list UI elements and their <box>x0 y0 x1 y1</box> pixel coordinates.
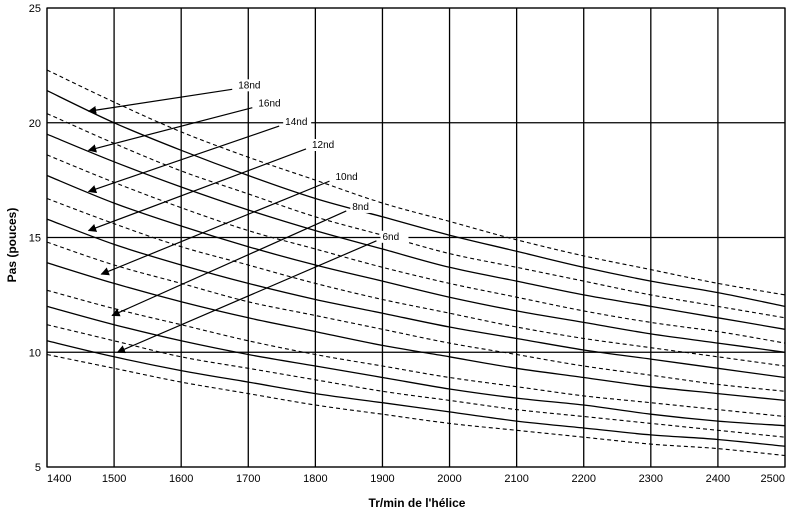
y-tick-label: 5 <box>35 462 41 474</box>
x-tick-label: 1800 <box>303 473 327 485</box>
annotation-arrow <box>100 180 330 276</box>
x-tick-label: 2000 <box>437 473 461 485</box>
x-tick-label: 2400 <box>706 473 730 485</box>
dashed-line-14 <box>46 69 786 296</box>
x-tick-label: 2200 <box>571 473 595 485</box>
solid-line-5 <box>46 262 786 402</box>
annotation-label-bg <box>310 138 339 151</box>
x-tick-label: 1600 <box>169 473 193 485</box>
annotation-arrow <box>87 125 280 194</box>
solid-line-9 <box>46 174 786 353</box>
annotation-arrow <box>111 210 347 317</box>
x-tick-label: 2300 <box>639 473 663 485</box>
plot-frame <box>46 7 786 468</box>
y-tick-label: 10 <box>29 347 41 359</box>
dashed-line-6 <box>46 241 786 392</box>
dashed-line-8 <box>46 197 786 367</box>
y-tick-label: 15 <box>29 233 41 245</box>
annotation-arrow <box>87 148 307 232</box>
solid-line-13 <box>46 90 786 308</box>
y-tick-label: 25 <box>29 3 41 15</box>
y-axis-title: Pas (pouces) <box>5 208 19 283</box>
annotation-arrow <box>87 88 233 115</box>
annotation-label-bg <box>256 97 285 110</box>
solid-line-1 <box>46 340 786 447</box>
annotation-label-bg <box>236 79 265 92</box>
x-tick-label: 2100 <box>504 473 528 485</box>
annotation-label: 6nd <box>382 232 399 243</box>
annotation-label: 18nd <box>238 80 260 91</box>
series-lines <box>46 69 786 457</box>
y-tick-label: 20 <box>29 118 41 130</box>
annotations: 18nd 16nd 14nd 12nd 10nd 8nd 6nd <box>87 79 409 354</box>
grid <box>46 7 786 468</box>
dashed-line-12 <box>46 113 786 319</box>
x-tick-label: 1700 <box>236 473 260 485</box>
dashed-line-10 <box>46 154 786 344</box>
tick-labels: 1400 1500 1600 1700 1800 1900 2000 2100 2200 2300… <box>29 3 785 485</box>
x-tick-label: 1400 <box>47 473 71 485</box>
annotation-label: 16nd <box>258 99 280 110</box>
annotation-label-bg <box>283 116 312 129</box>
x-tick-label: 2500 <box>761 473 785 485</box>
annotation-label: 10nd <box>335 172 357 183</box>
solid-line-3 <box>46 305 786 427</box>
dashed-line-0 <box>46 353 786 457</box>
annotation-label: 12nd <box>312 140 334 151</box>
dashed-line-2 <box>46 324 786 438</box>
solid-line-7 <box>46 218 786 379</box>
annotation-label: 14nd <box>285 117 307 128</box>
annotation-label-bg <box>333 171 362 184</box>
x-tick-label: 1900 <box>370 473 394 485</box>
x-tick-label: 1500 <box>102 473 126 485</box>
solid-line-11 <box>46 133 786 330</box>
dashed-line-4 <box>46 289 786 418</box>
annotation-label: 8nd <box>352 202 369 213</box>
annotation-label-bg <box>350 200 379 213</box>
annotation-label-bg <box>380 230 409 243</box>
annotation-arrow <box>87 107 253 153</box>
x-axis-title: Tr/min de l'hélice <box>369 496 466 510</box>
annotation-arrow <box>116 240 377 354</box>
